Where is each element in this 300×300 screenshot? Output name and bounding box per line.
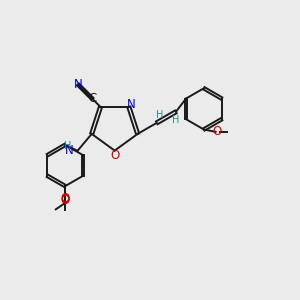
- Text: N: N: [127, 98, 136, 111]
- Text: O: O: [110, 149, 119, 162]
- Text: N: N: [74, 78, 82, 91]
- Text: H: H: [156, 110, 164, 120]
- Text: O: O: [212, 125, 221, 138]
- Text: O: O: [61, 193, 70, 206]
- Text: C: C: [88, 92, 97, 106]
- Text: H: H: [64, 141, 71, 152]
- Text: N: N: [65, 144, 74, 157]
- Text: O: O: [61, 192, 70, 205]
- Text: O: O: [61, 194, 70, 207]
- Text: H: H: [172, 115, 180, 125]
